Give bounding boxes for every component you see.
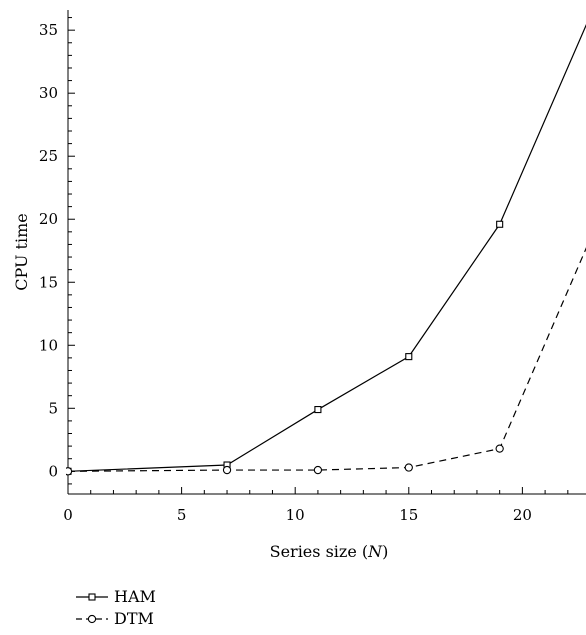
dtm-point-marker (495, 444, 504, 453)
y-tick-label: 10 (39, 336, 58, 354)
dtm-legend-label: DTM (114, 609, 154, 628)
dtm-point-marker (404, 463, 413, 472)
y-tick-label: 5 (48, 399, 58, 417)
legend: HAM DTM (76, 587, 156, 628)
x-axis-title: Series size (N) (270, 542, 389, 561)
x-axis-ticks: 0 5 10 15 20 (63, 487, 569, 524)
y-axis-ticks: 0 5 10 15 20 25 30 35 (39, 17, 75, 485)
y-tick-label: 35 (39, 21, 58, 39)
x-axis-variable: N (367, 542, 383, 561)
ham-series-line (67, 23, 586, 472)
dtm-point-marker (66, 467, 73, 476)
x-tick-label: 0 (63, 506, 73, 524)
y-tick-label: 0 (48, 462, 58, 480)
y-axis-title: CPU time (12, 213, 31, 290)
ham-point-marker (405, 353, 413, 361)
axes (67, 10, 586, 495)
y-tick-label: 30 (39, 84, 58, 102)
x-axis-label: Series size (270, 542, 357, 561)
x-tick-label: 10 (286, 506, 305, 524)
x-tick-label: 5 (177, 506, 187, 524)
x-tick-label: 15 (399, 506, 418, 524)
y-tick-label: 20 (39, 210, 58, 228)
dtm-point-marker (313, 465, 323, 475)
y-tick-label: 15 (39, 273, 58, 291)
dtm-point-marker (222, 465, 232, 475)
x-tick-label: 20 (513, 506, 532, 524)
series-layer (66, 23, 586, 476)
y-tick-label: 25 (39, 147, 58, 165)
ham-legend-label: HAM (114, 587, 156, 606)
ham-legend-marker (88, 593, 96, 601)
ham-point-marker (496, 220, 504, 228)
dtm-legend-marker (87, 614, 97, 624)
dtm-series-line (67, 247, 586, 472)
ham-point-marker (314, 406, 322, 414)
